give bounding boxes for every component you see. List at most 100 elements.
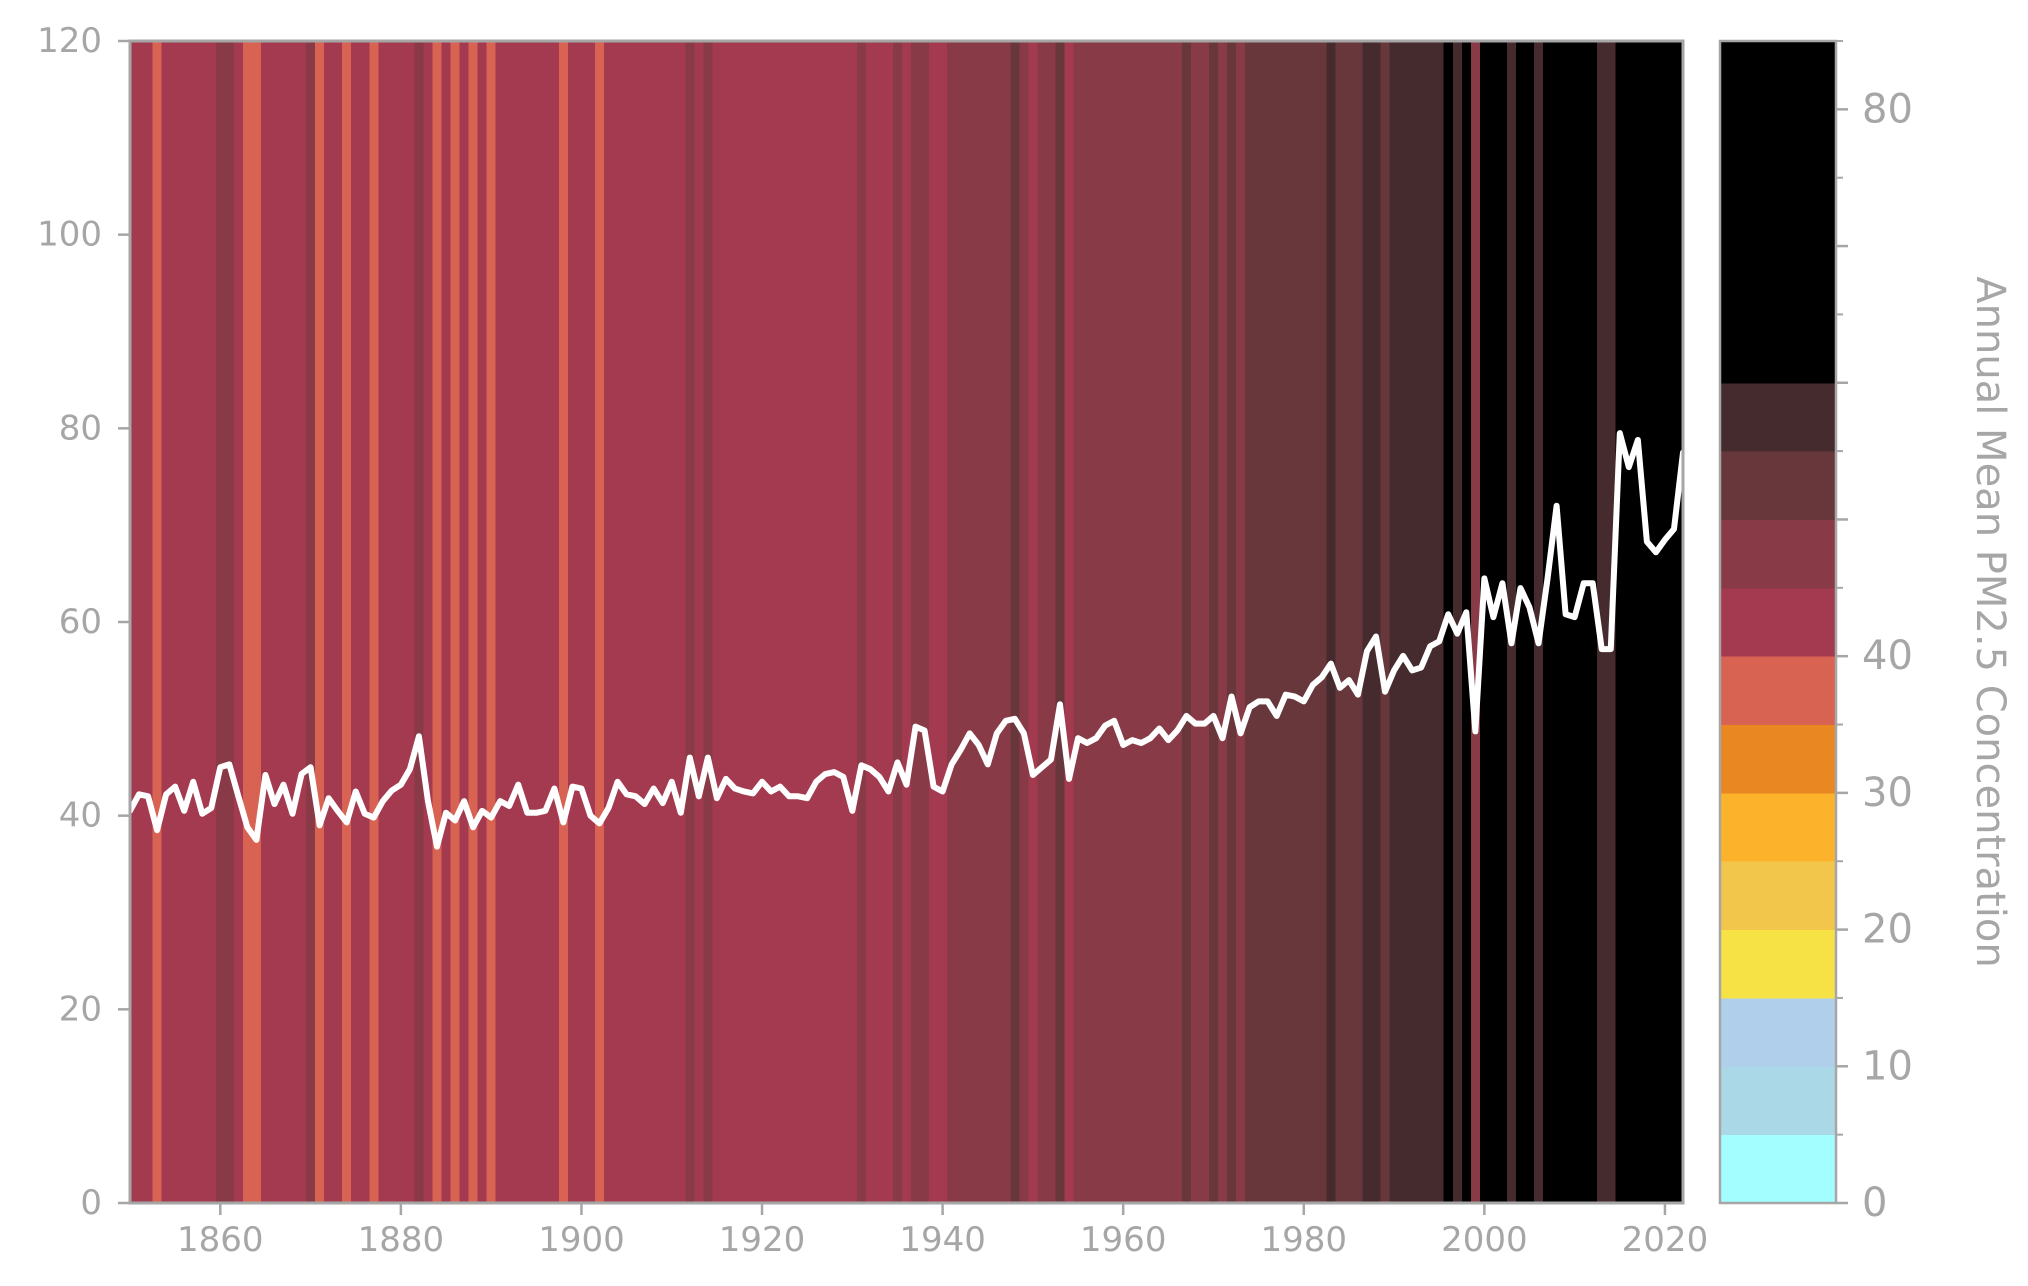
stripe-1987 [1362, 41, 1373, 1203]
stripe-1902 [595, 41, 605, 1203]
stripe-1943 [965, 41, 975, 1203]
stripe-1882 [414, 41, 425, 1203]
stripe-1990 [1389, 41, 1400, 1203]
stripe-1957 [1091, 41, 1102, 1203]
stripe-1897 [549, 41, 560, 1203]
stripe-1949 [1019, 41, 1029, 1203]
colorbar-bin [1720, 929, 1836, 999]
stripe-1876 [360, 41, 370, 1203]
stripe-1938 [920, 41, 930, 1203]
stripe-1982 [1317, 41, 1327, 1203]
y-tick-label: 20 [59, 989, 102, 1029]
stripe-1989 [1380, 41, 1391, 1203]
stripe-1857 [188, 41, 199, 1203]
stripe-1865 [260, 41, 271, 1203]
stripe-2003 [1506, 41, 1517, 1203]
colorbar-tick-label: 20 [1862, 907, 1913, 953]
colorbar-tick-label: 10 [1862, 1043, 1913, 1089]
stripe-1887 [459, 41, 470, 1203]
stripe-1972 [1227, 41, 1237, 1203]
stripe-1905 [622, 41, 632, 1203]
stripe-1936 [901, 41, 912, 1203]
stripe-1900 [576, 41, 587, 1203]
stripe-2007 [1543, 41, 1553, 1203]
stripe-2017 [1633, 41, 1643, 1203]
stripe-1965 [1163, 41, 1174, 1203]
stripe-1986 [1353, 41, 1364, 1203]
stripe-1997 [1452, 41, 1463, 1203]
colorbar-tick-label: 40 [1862, 633, 1913, 679]
stripe-2015 [1615, 41, 1625, 1203]
y-tick-label: 40 [59, 796, 102, 836]
stripe-1915 [712, 41, 723, 1203]
stripe-1956 [1082, 41, 1093, 1203]
stripe-1994 [1425, 41, 1436, 1203]
colorbar-bin [1720, 382, 1836, 452]
stripe-1922 [775, 41, 786, 1203]
stripe-1869 [297, 41, 307, 1203]
stripe-1942 [956, 41, 966, 1203]
stripe-1984 [1335, 41, 1346, 1203]
stripe-1875 [351, 41, 361, 1203]
colorbar-bin [1720, 792, 1836, 862]
stripe-2001 [1488, 41, 1499, 1203]
y-tick-label: 80 [59, 408, 102, 448]
stripe-1874 [342, 41, 352, 1203]
stripe-1917 [730, 41, 741, 1203]
stripe-1916 [721, 41, 732, 1203]
stripe-2022 [1678, 41, 1684, 1203]
stripe-1935 [892, 41, 903, 1203]
stripe-1934 [883, 41, 894, 1203]
stripe-1863 [242, 41, 253, 1203]
colorbar-bin [1720, 997, 1836, 1067]
stripe-2005 [1524, 41, 1535, 1203]
stripe-2008 [1552, 41, 1562, 1203]
stripe-1992 [1407, 41, 1418, 1203]
stripe-1850 [130, 41, 136, 1203]
stripe-1939 [929, 41, 939, 1203]
stripe-1861 [224, 41, 235, 1203]
stripe-1961 [1127, 41, 1138, 1203]
stripe-1979 [1290, 41, 1300, 1203]
stripe-1893 [513, 41, 524, 1203]
stripe-1894 [522, 41, 533, 1203]
stripe-1867 [278, 41, 289, 1203]
colorbar-bin [1720, 519, 1836, 589]
stripe-1889 [477, 41, 488, 1203]
stripe-1879 [387, 41, 397, 1203]
stripe-1953 [1055, 41, 1066, 1203]
stripe-1976 [1263, 41, 1273, 1203]
stripe-1944 [974, 41, 984, 1203]
stripe-1967 [1181, 41, 1192, 1203]
stripe-1870 [306, 41, 316, 1203]
stripe-1896 [540, 41, 551, 1203]
stripe-1884 [432, 41, 443, 1203]
stripe-2011 [1579, 41, 1589, 1203]
stripe-1971 [1218, 41, 1228, 1203]
stripe-1948 [1010, 41, 1020, 1203]
stripe-1909 [658, 41, 668, 1203]
stripe-2021 [1669, 41, 1680, 1203]
stripe-1946 [992, 41, 1002, 1203]
stripe-1913 [694, 41, 704, 1203]
stripe-2004 [1515, 41, 1526, 1203]
stripe-1988 [1371, 41, 1382, 1203]
stripe-1860 [215, 41, 226, 1203]
stripe-1932 [865, 41, 876, 1203]
x-tick-label: 2020 [1622, 1220, 1709, 1260]
stripe-1974 [1245, 41, 1255, 1203]
stripe-1914 [703, 41, 713, 1203]
stripe-1923 [784, 41, 795, 1203]
stripe-1978 [1281, 41, 1291, 1203]
stripe-1968 [1190, 41, 1201, 1203]
stripe-1947 [1001, 41, 1011, 1203]
stripe-1981 [1308, 41, 1318, 1203]
stripe-1951 [1037, 41, 1048, 1203]
stripe-1999 [1470, 41, 1481, 1203]
stripe-1929 [838, 41, 849, 1203]
y-tick-label: 100 [37, 215, 102, 255]
stripe-1940 [938, 41, 948, 1203]
stripe-1871 [315, 41, 325, 1203]
stripe-1898 [558, 41, 569, 1203]
